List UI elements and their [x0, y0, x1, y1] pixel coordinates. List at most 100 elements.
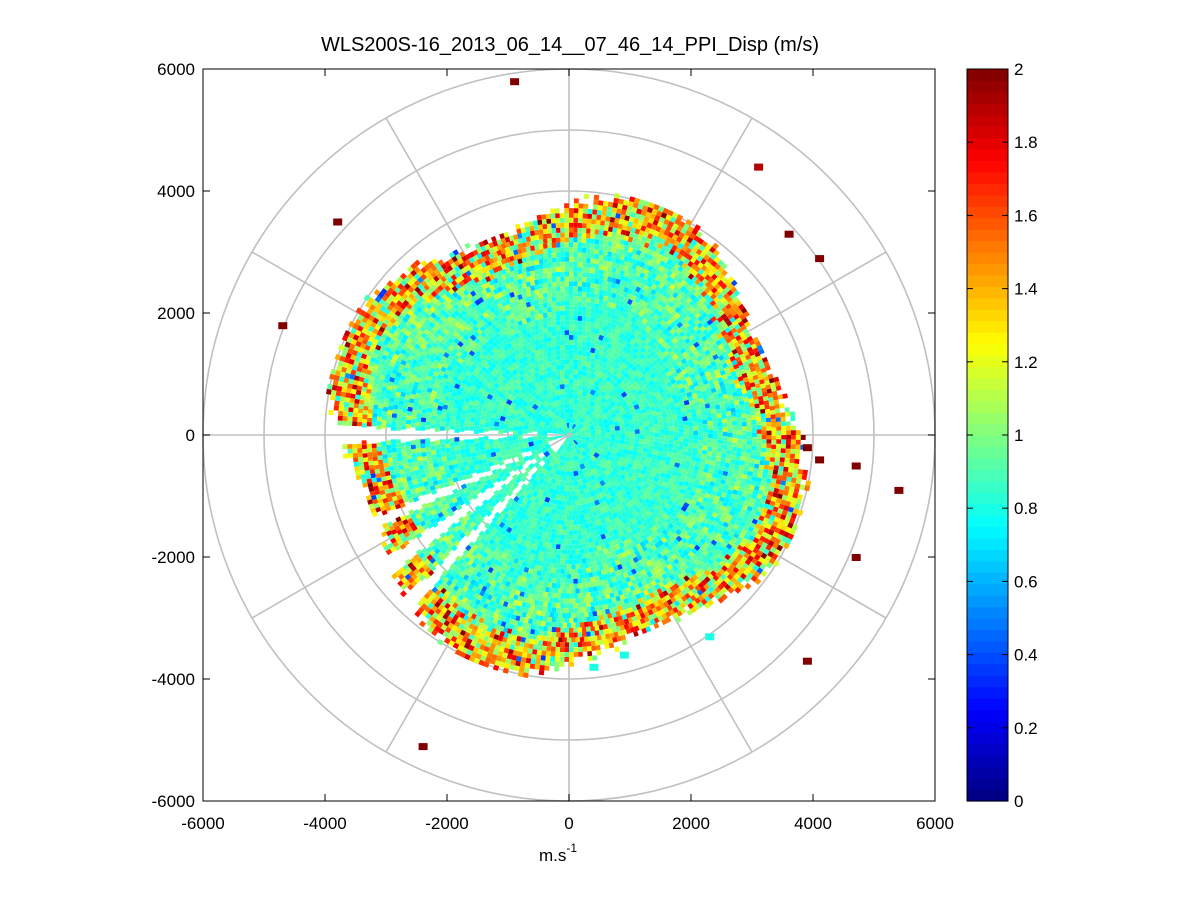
scan-cell [691, 377, 698, 384]
scan-cell [542, 389, 549, 396]
scan-cell [600, 559, 606, 566]
scan-cell [610, 535, 617, 542]
scan-cell [619, 481, 626, 489]
scan-cell [542, 501, 548, 508]
scan-cell [560, 276, 565, 282]
scan-cell [597, 360, 604, 367]
scan-cell [655, 356, 663, 363]
scan-cell [668, 334, 675, 341]
scan-cell [673, 386, 680, 393]
scan-cell [564, 413, 569, 419]
scan-cell [565, 446, 569, 453]
scan-cell [614, 549, 621, 556]
scan-cell [689, 460, 696, 466]
scan-cell [470, 468, 477, 475]
scan-cell [436, 457, 443, 463]
scan-cell [590, 526, 596, 533]
scan-cell [509, 448, 516, 455]
scan-cell [624, 388, 632, 395]
scan-cell [549, 562, 555, 569]
scan-cell [488, 461, 495, 467]
scan-cell [614, 335, 621, 343]
scan-cell [477, 391, 484, 398]
scan-cell [655, 535, 662, 542]
scan-cell [732, 442, 738, 448]
scan-cell [597, 486, 604, 494]
scan-cell [623, 406, 631, 413]
scan-cell [531, 403, 539, 411]
scan-cell [668, 385, 675, 392]
scan-cell [560, 330, 565, 336]
scan-cell [466, 456, 473, 462]
scan-cell [661, 481, 668, 488]
scan-cell [620, 363, 627, 370]
scan-cell [402, 403, 409, 409]
scan-cell [628, 478, 635, 486]
scan-cell [497, 368, 504, 376]
scan-cell [531, 390, 538, 398]
scan-cell [693, 426, 699, 431]
scan-cell [682, 493, 689, 500]
scan-cell [608, 530, 615, 537]
scan-cell [538, 488, 545, 496]
scan-cell [512, 435, 518, 440]
scan-cell [532, 440, 539, 446]
scan-cell [642, 350, 650, 357]
scan-cell [542, 373, 549, 380]
scan-cell [572, 423, 577, 430]
scan-cell [525, 337, 532, 344]
scan-cell [593, 391, 600, 398]
scan-cell [483, 436, 489, 441]
scan-cell [620, 430, 626, 435]
scan-cell [548, 513, 555, 519]
scan-cell [564, 481, 569, 487]
scan-cell [640, 486, 648, 493]
scan-cell [740, 456, 746, 462]
scan-cell [538, 615, 544, 622]
scan-cell [669, 461, 676, 467]
scan-cell [511, 473, 519, 481]
scan-cell [680, 497, 687, 504]
scan-cell [628, 558, 635, 565]
scan-cell [710, 456, 717, 462]
scan-cell [551, 291, 557, 297]
scan-cell [455, 350, 463, 358]
scan-cell [590, 347, 596, 354]
scan-cell [454, 441, 460, 447]
scan-cell [499, 556, 506, 563]
scan-cell [401, 416, 407, 422]
scan-cell [536, 535, 542, 541]
scan-cell [664, 503, 672, 510]
scan-cell [682, 446, 688, 452]
scan-cell [573, 593, 578, 599]
scan-cell [564, 437, 568, 442]
scan-cell [571, 500, 576, 506]
scan-cell [649, 440, 655, 446]
scan-cell [475, 416, 481, 422]
scan-cell [648, 390, 656, 397]
scan-cell [534, 309, 540, 316]
scan-cell [594, 515, 600, 522]
scan-cell [510, 391, 518, 398]
scan-cell [659, 404, 666, 410]
scan-cell [731, 420, 738, 426]
scan-cell [560, 300, 565, 306]
scan-cell [611, 459, 619, 466]
scan-cell [586, 257, 591, 264]
scan-cell [496, 408, 503, 414]
scan-cell [551, 607, 557, 613]
scan-cell [434, 393, 441, 400]
scan-cell [542, 406, 550, 413]
scan-cell [537, 435, 543, 440]
scan-cell [542, 332, 548, 339]
scan-cell [560, 559, 565, 565]
scan-cell [559, 425, 565, 431]
scan-cell [614, 472, 621, 480]
scan-cell [649, 350, 657, 357]
scan-cell [550, 412, 557, 420]
scan-cell [690, 408, 697, 414]
scan-cell [573, 320, 578, 326]
scan-cell [664, 377, 671, 384]
scan-cell [549, 587, 555, 593]
scan-cell [624, 359, 631, 367]
